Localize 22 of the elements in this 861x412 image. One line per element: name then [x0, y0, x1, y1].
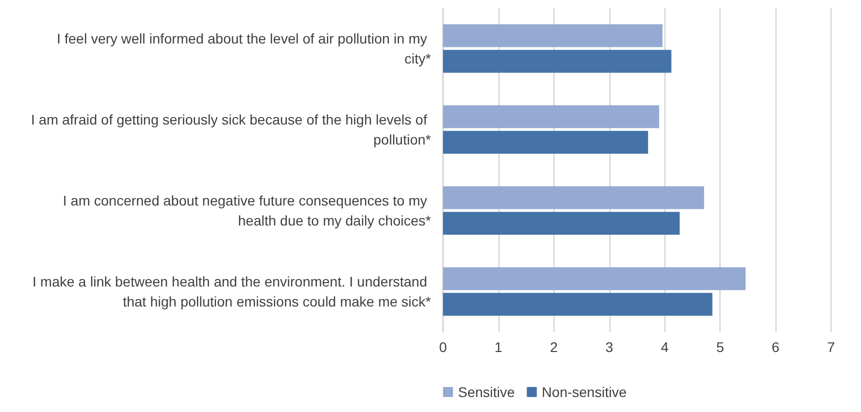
bar — [443, 186, 704, 210]
x-tick-label: 3 — [605, 339, 614, 355]
x-tick-label: 1 — [494, 339, 503, 355]
bar — [443, 130, 648, 154]
x-tick-label: 5 — [716, 339, 724, 355]
y-tick-label: I am afraid of getting seriously sick because of the high levels of pollution* — [31, 112, 432, 148]
x-tick-label: 0 — [439, 339, 448, 355]
y-tick-label: I feel very well informed about the level of air pollution in my city* — [56, 30, 432, 66]
bar — [443, 50, 672, 73]
bar — [443, 105, 660, 128]
x-tick-label: 2 — [550, 339, 558, 355]
legend-label: Non-sensitive — [542, 384, 627, 400]
bar — [443, 292, 712, 316]
y-tick-label: I am concerned about negative future consequences to my health due to my daily choices* — [62, 192, 432, 228]
bar — [443, 24, 662, 48]
x-tick-label: 4 — [660, 339, 669, 355]
x-tick-label: 6 — [772, 339, 780, 355]
bar — [443, 267, 746, 290]
bar — [443, 212, 680, 235]
x-tick-label: 7 — [827, 339, 836, 355]
y-tick-label: I make a link between health and the environment. I understand that high pollution emissions could make me sick* — [32, 274, 432, 310]
legend-label: Sensitive — [458, 384, 516, 400]
